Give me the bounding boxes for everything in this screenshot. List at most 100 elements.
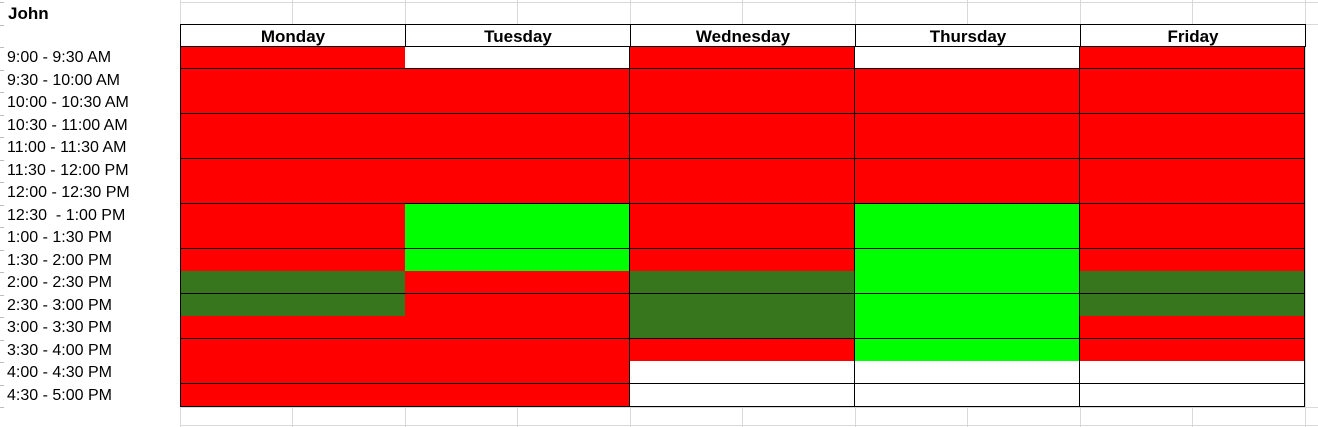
schedule-cell[interactable] [180,316,406,339]
schedule-cell[interactable] [630,383,855,407]
schedule-cell[interactable] [405,293,630,317]
schedule-cell[interactable] [1080,113,1305,137]
schedule-cell[interactable] [855,226,1080,249]
schedule-cell[interactable] [405,136,630,159]
schedule-cell[interactable] [855,316,1080,339]
schedule-cell[interactable] [855,361,1080,384]
schedule-cell[interactable] [180,91,406,114]
schedule-cell[interactable] [630,361,855,384]
schedule-cell[interactable] [1080,338,1305,362]
schedule-cell[interactable] [855,203,1080,227]
schedule-cell[interactable] [405,316,630,339]
schedule-cell[interactable] [180,113,406,137]
schedule-cell[interactable] [630,248,855,272]
schedule-cell[interactable] [855,91,1080,114]
schedule-cell[interactable] [630,338,855,362]
schedule-cell[interactable] [855,181,1080,204]
schedule-cell[interactable] [855,383,1080,407]
schedule-cell[interactable] [405,181,630,204]
schedule-cell[interactable] [180,271,406,294]
header-friday[interactable]: Friday [1080,24,1306,47]
schedule-cell[interactable] [1080,361,1305,384]
schedule-cell[interactable] [405,158,630,182]
time-slot-label[interactable]: 1:00 - 1:30 PM [7,226,177,248]
schedule-cell[interactable] [405,248,630,272]
schedule-cell[interactable] [630,226,855,249]
schedule-cell[interactable] [180,136,406,159]
schedule-cell[interactable] [630,158,855,182]
schedule-cell[interactable] [1080,203,1305,227]
schedule-cell[interactable] [1080,293,1305,317]
schedule-cell[interactable] [1080,181,1305,204]
schedule-cell[interactable] [1080,316,1305,339]
time-slot-label[interactable]: 9:00 - 9:30 AM [7,46,177,68]
schedule-cell[interactable] [1080,383,1305,407]
schedule-cell[interactable] [855,338,1080,362]
schedule-cell[interactable] [630,271,855,294]
time-slot-label[interactable]: 3:30 - 4:00 PM [7,338,177,361]
schedule-cell[interactable] [855,113,1080,137]
schedule-cell[interactable] [855,68,1080,92]
schedule-cell[interactable] [855,248,1080,272]
schedule-cell[interactable] [630,113,855,137]
time-slot-label[interactable]: 10:00 - 10:30 AM [7,91,177,113]
schedule-cell[interactable] [1080,226,1305,249]
schedule-cell[interactable] [180,248,406,272]
schedule-cell[interactable] [180,203,406,227]
schedule-cell[interactable] [405,271,630,294]
schedule-cell[interactable] [630,203,855,227]
schedule-cell[interactable] [405,203,630,227]
header-wednesday[interactable]: Wednesday [630,24,856,47]
schedule-cell[interactable] [180,158,406,182]
time-slot-label[interactable]: 4:30 - 5:00 PM [7,383,177,406]
schedule-cell[interactable] [180,383,406,407]
header-tuesday[interactable]: Tuesday [405,24,631,47]
schedule-cell[interactable] [1080,68,1305,92]
schedule-cell[interactable] [630,91,855,114]
schedule-cell[interactable] [180,361,406,384]
schedule-cell[interactable] [405,46,630,69]
schedule-cell[interactable] [855,136,1080,159]
schedule-cell[interactable] [630,293,855,317]
time-slot-label[interactable]: 12:00 - 12:30 PM [7,181,177,203]
time-slot-label[interactable]: 2:30 - 3:00 PM [7,293,177,316]
time-slot-label[interactable]: 11:30 - 12:00 PM [7,158,177,181]
schedule-cell[interactable] [405,361,630,384]
schedule-cell[interactable] [630,46,855,69]
schedule-cell[interactable] [180,338,406,362]
schedule-cell[interactable] [180,68,406,92]
schedule-cell[interactable] [405,226,630,249]
schedule-cell[interactable] [1080,136,1305,159]
schedule-cell[interactable] [180,226,406,249]
schedule-cell[interactable] [1080,248,1305,272]
schedule-cell[interactable] [855,158,1080,182]
schedule-cell[interactable] [1080,158,1305,182]
schedule-cell[interactable] [630,316,855,339]
header-monday[interactable]: Monday [180,24,406,47]
time-slot-label[interactable]: 4:00 - 4:30 PM [7,361,177,383]
time-slot-label[interactable]: 12:30 - 1:00 PM [7,203,177,226]
time-slot-label[interactable]: 9:30 - 10:00 AM [7,68,177,91]
schedule-cell[interactable] [405,91,630,114]
schedule-cell[interactable] [405,113,630,137]
schedule-cell[interactable] [180,293,406,317]
schedule-cell[interactable] [630,181,855,204]
schedule-cell[interactable] [1080,271,1305,294]
time-slot-label[interactable]: 10:30 - 11:00 AM [7,113,177,136]
time-slot-label[interactable]: 11:00 - 11:30 AM [7,136,177,158]
schedule-cell[interactable] [405,383,630,407]
time-slot-label[interactable]: 1:30 - 2:00 PM [7,248,177,271]
time-slot-label[interactable]: 3:00 - 3:30 PM [7,316,177,338]
schedule-cell[interactable] [1080,91,1305,114]
schedule-cell[interactable] [405,68,630,92]
schedule-cell[interactable] [405,338,630,362]
schedule-cell[interactable] [1080,46,1305,69]
header-thursday[interactable]: Thursday [855,24,1081,47]
schedule-cell[interactable] [855,293,1080,317]
schedule-cell[interactable] [630,136,855,159]
time-slot-label[interactable]: 2:00 - 2:30 PM [7,271,177,293]
schedule-cell[interactable] [180,46,406,69]
schedule-cell[interactable] [630,68,855,92]
schedule-cell[interactable] [180,181,406,204]
schedule-cell[interactable] [855,271,1080,294]
